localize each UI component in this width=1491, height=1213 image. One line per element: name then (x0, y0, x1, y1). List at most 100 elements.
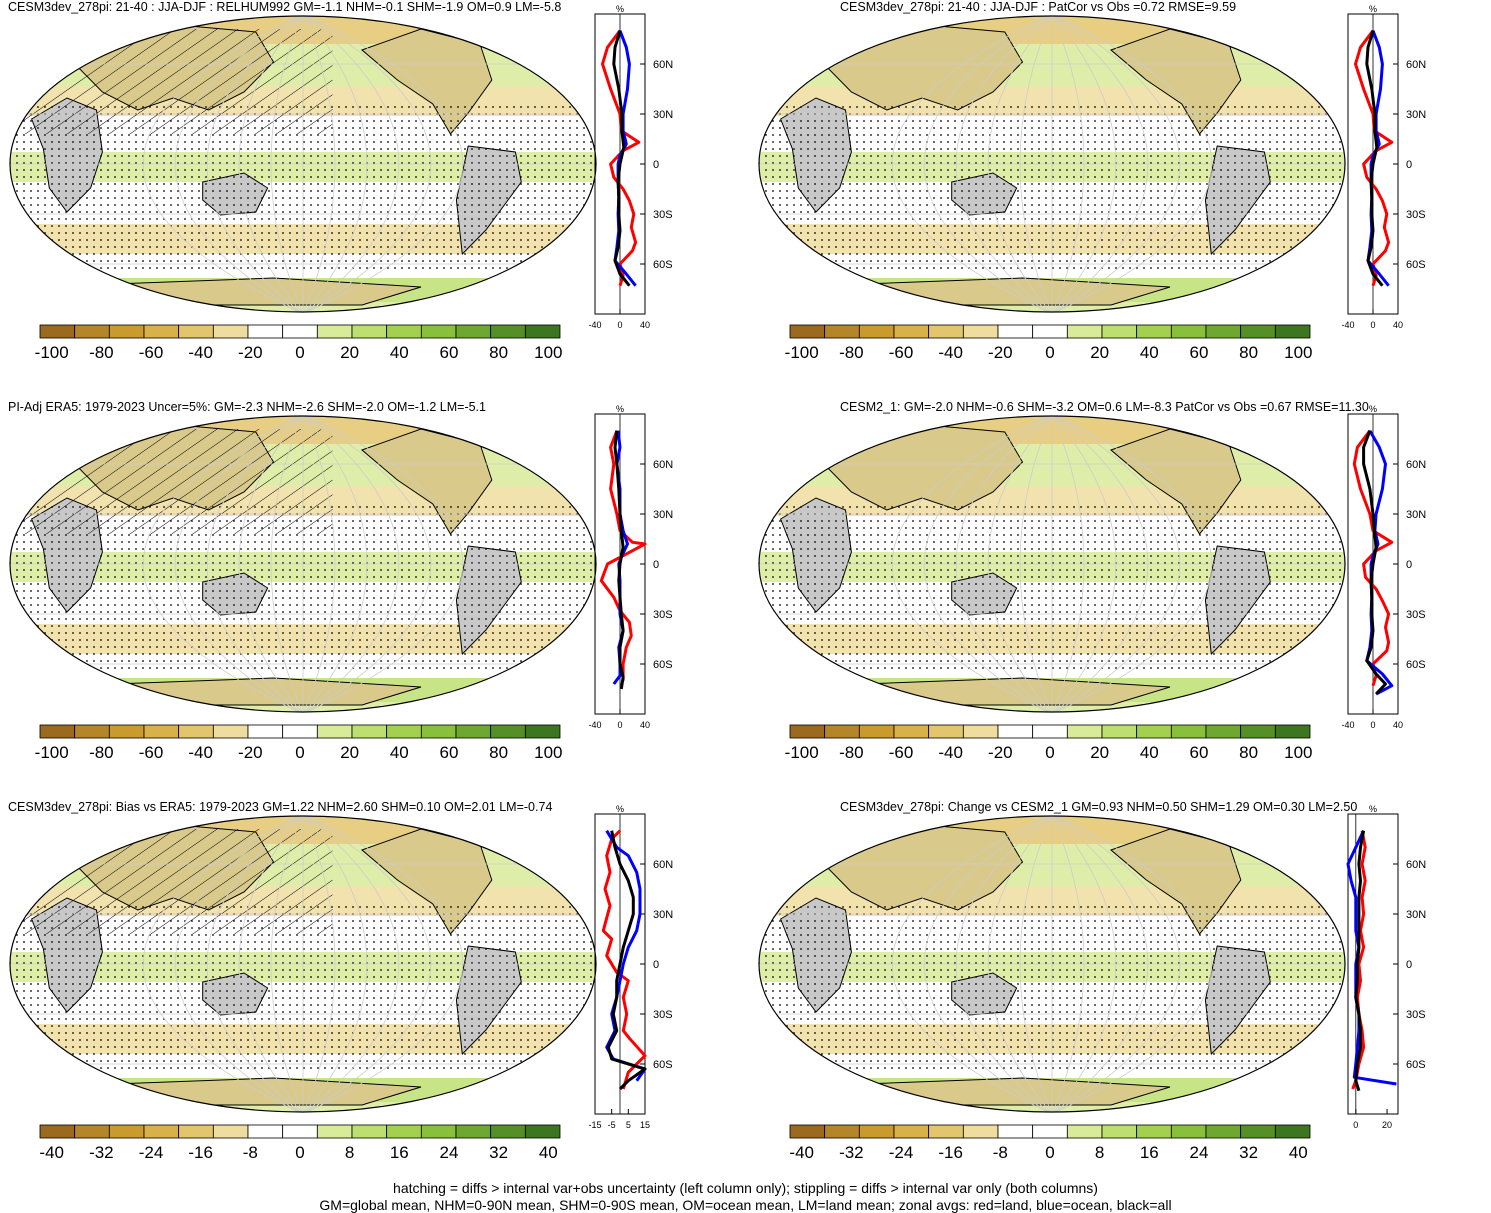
profile-x-tick: 40 (1393, 720, 1403, 730)
colorbar-label: 40 (390, 343, 409, 362)
colorbar-label: -24 (889, 1143, 914, 1162)
profile-lat-label: 30N (1406, 509, 1426, 521)
colorbar-swatch (997, 724, 1034, 739)
colorbar-swatch (1240, 724, 1276, 739)
colorbar-swatch (455, 1124, 492, 1139)
colorbar-label: -60 (139, 743, 164, 762)
colorbar-swatch (39, 1124, 76, 1139)
profile-unit: % (616, 404, 624, 414)
profile-lat-label: 60N (653, 859, 673, 871)
colorbar-swatch (143, 1124, 180, 1139)
colorbar: -100 -80 -60 -40 -20 0 20 40 60 80 100 (785, 324, 1312, 362)
profile-x-tick: 5 (626, 1120, 631, 1130)
profile-lat-label: 30S (1406, 209, 1426, 221)
colorbar-swatch (928, 1124, 964, 1139)
colorbar-swatch (39, 724, 76, 739)
world-map (758, 15, 1346, 313)
profile-line (1346, 830, 1397, 1086)
colorbar-label: 20 (1090, 743, 1109, 762)
colorbar-swatch (789, 324, 826, 339)
colorbar-swatch (893, 324, 930, 339)
profile-lat-label: 0 (653, 159, 659, 171)
panel-3: PI-Adj ERA5: 1979-2023 Uncer=5%: GM=-2.3… (0, 400, 745, 800)
colorbar-label: 16 (1140, 1143, 1159, 1162)
colorbar-swatch (962, 324, 999, 339)
colorbar-swatch (178, 1124, 214, 1139)
profile-lat-label: 60N (1406, 459, 1426, 471)
colorbar-label: 0 (295, 1143, 304, 1162)
panel-title: CESM3dev_278pi: 21-40 : JJA-DJF : PatCor… (840, 0, 1237, 14)
zonal-profile: % 60N 30N 0 30S 60S -40 0 40 (1341, 404, 1426, 730)
profile-line (1365, 30, 1384, 287)
colorbar-label: -20 (238, 743, 263, 762)
colorbar-swatch (524, 724, 561, 739)
profile-line (613, 430, 625, 690)
profile-lat-label: 0 (1406, 159, 1412, 171)
profile-line (601, 829, 647, 1090)
colorbar-label: -40 (39, 1143, 64, 1162)
panel-title: CESM3dev_278pi: Bias vs ERA5: 1979-2023 … (8, 800, 553, 814)
colorbar-swatch (1170, 724, 1207, 739)
colorbar-swatch (212, 1124, 249, 1139)
colorbar-swatch (1066, 724, 1103, 739)
colorbar-swatch (1240, 1124, 1276, 1139)
colorbar-label: -60 (139, 343, 164, 362)
colorbar-swatch (490, 324, 526, 339)
profile-line (601, 29, 641, 287)
colorbar-swatch (282, 324, 318, 339)
colorbar-label: -60 (889, 343, 914, 362)
profile-x-tick: 40 (1393, 320, 1403, 330)
colorbar-label: 100 (534, 743, 562, 762)
colorbar-label: -80 (839, 743, 864, 762)
panel-4: CESM2_1: GM=-2.0 NHM=-0.6 SHM=-3.2 OM=0.… (750, 400, 1491, 800)
colorbar-swatch (893, 724, 930, 739)
colorbar-swatch (789, 724, 826, 739)
profile-lat-label: 30N (653, 909, 673, 921)
colorbar-swatch (1101, 1124, 1138, 1139)
profile-unit: % (1369, 804, 1377, 814)
colorbar-swatch (420, 1124, 457, 1139)
colorbar-label: -100 (785, 343, 819, 362)
profile-x-tick: 40 (640, 720, 650, 730)
colorbar-swatch (1274, 1124, 1311, 1139)
colorbar-label: -16 (938, 1143, 963, 1162)
profile-line (612, 30, 631, 287)
colorbar-label: -100 (785, 743, 819, 762)
zonal-profile: % 60N 30N 0 30S 60S -40 0 40 (588, 4, 673, 330)
colorbar-label: -24 (139, 1143, 164, 1162)
colorbar-label: 32 (489, 1143, 508, 1162)
profile-x-tick: -5 (608, 1120, 616, 1130)
colorbar-label: -40 (938, 743, 963, 762)
colorbar-label: 100 (534, 343, 562, 362)
profile-line (1354, 830, 1366, 1092)
colorbar-swatch (178, 724, 214, 739)
zonal-profile: % 60N 30N 0 30S 60S -15 -5 5 15 (588, 804, 673, 1130)
colorbar-swatch (997, 324, 1034, 339)
profile-x-tick: -40 (1341, 720, 1354, 730)
colorbar-swatch (386, 724, 422, 739)
colorbar-label: 40 (390, 743, 409, 762)
profile-x-tick: -40 (588, 720, 601, 730)
colorbar-swatch (247, 724, 284, 739)
colorbar-swatch (1032, 724, 1068, 739)
colorbar-swatch (858, 724, 895, 739)
colorbar-swatch (524, 1124, 561, 1139)
colorbar-label: 80 (489, 343, 508, 362)
colorbar-swatch (824, 1124, 860, 1139)
colorbar-swatch (74, 1124, 110, 1139)
colorbar-swatch (316, 724, 353, 739)
world-map (758, 415, 1346, 713)
colorbar-label: -8 (993, 1143, 1008, 1162)
colorbar-label: 20 (340, 743, 359, 762)
profile-lat-label: 30S (653, 209, 673, 221)
colorbar-label: 100 (1284, 343, 1312, 362)
colorbar-swatch (490, 724, 526, 739)
colorbar-swatch (1274, 724, 1311, 739)
colorbar-swatch (316, 324, 353, 339)
colorbar-label: -20 (988, 343, 1013, 362)
profile-lat-label: 30N (653, 509, 673, 521)
profile-lat-label: 30N (1406, 909, 1426, 921)
colorbar-label: 0 (295, 343, 304, 362)
profile-lat-label: 0 (653, 559, 659, 571)
panel-title: CESM2_1: GM=-2.0 NHM=-0.6 SHM=-3.2 OM=0.… (840, 400, 1369, 414)
